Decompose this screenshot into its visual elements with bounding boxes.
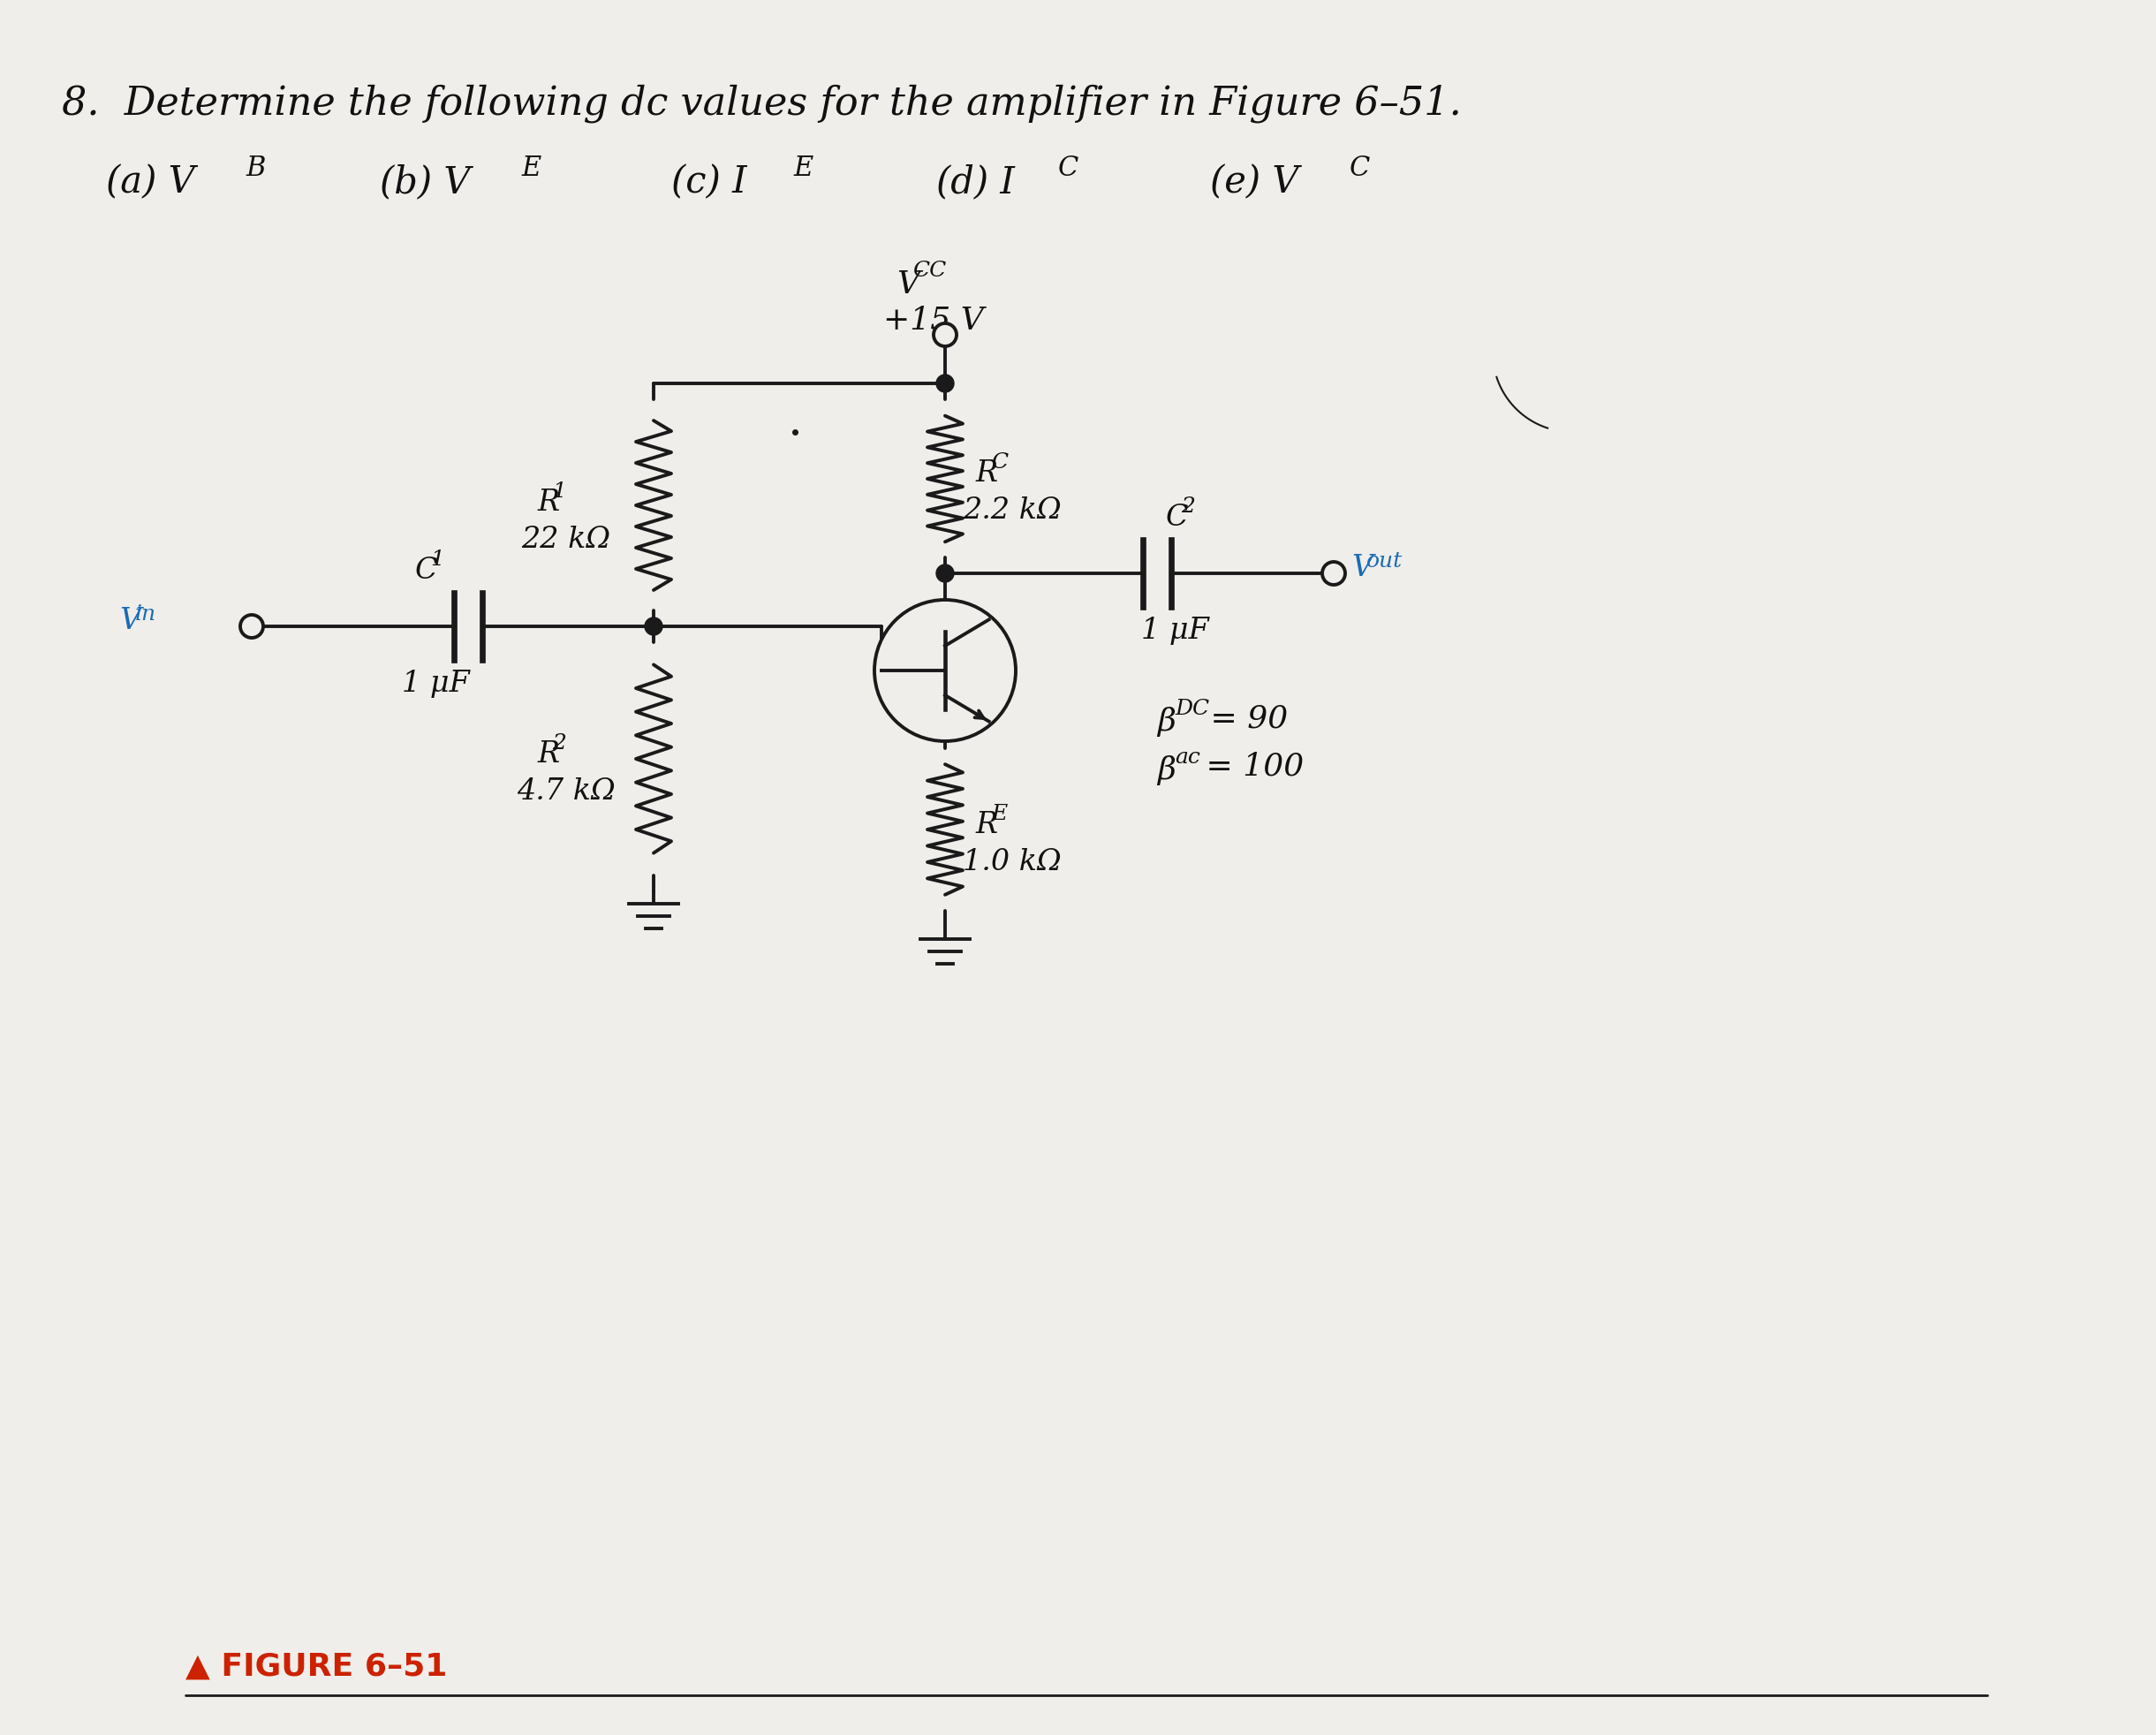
Text: B: B	[246, 154, 265, 182]
Text: C: C	[1059, 154, 1078, 182]
Text: C: C	[416, 557, 438, 585]
Text: 2: 2	[1181, 496, 1194, 517]
Text: (e) V: (e) V	[1210, 163, 1298, 201]
Text: E: E	[992, 803, 1007, 824]
Text: 2.2 kΩ: 2.2 kΩ	[964, 496, 1061, 524]
Text: R: R	[977, 460, 998, 488]
Text: 4.7 kΩ: 4.7 kΩ	[517, 777, 614, 805]
Text: 1.0 kΩ: 1.0 kΩ	[964, 848, 1061, 876]
Text: C: C	[1350, 154, 1371, 182]
Circle shape	[936, 566, 953, 583]
Circle shape	[934, 324, 957, 347]
Circle shape	[875, 600, 1015, 741]
Text: V: V	[119, 607, 140, 635]
Text: (a) V: (a) V	[106, 163, 194, 201]
Text: β: β	[1158, 755, 1175, 784]
Circle shape	[1322, 562, 1345, 585]
Text: (b) V: (b) V	[379, 163, 470, 201]
Text: (d) I: (d) I	[936, 163, 1015, 201]
Text: V: V	[897, 269, 921, 300]
Circle shape	[645, 618, 662, 635]
Text: β: β	[1158, 706, 1175, 736]
Text: V: V	[1352, 553, 1373, 581]
Text: = 90: = 90	[1201, 703, 1287, 732]
Text: 1: 1	[552, 481, 567, 501]
Text: E: E	[793, 154, 813, 182]
Text: CC: CC	[912, 260, 946, 281]
Text: R: R	[537, 739, 558, 769]
Text: 1: 1	[431, 550, 444, 569]
Text: E: E	[522, 154, 541, 182]
Text: 1 μF: 1 μF	[1141, 616, 1210, 645]
Text: out: out	[1367, 550, 1404, 571]
Text: in: in	[134, 604, 155, 625]
Text: 22 kΩ: 22 kΩ	[522, 526, 610, 553]
Text: C: C	[992, 453, 1009, 472]
Text: (c) I: (c) I	[671, 163, 746, 201]
Text: 1 μF: 1 μF	[401, 670, 470, 697]
Text: ac: ac	[1175, 748, 1201, 767]
Text: R: R	[977, 810, 998, 838]
Circle shape	[936, 375, 953, 392]
Text: ▲ FIGURE 6–51: ▲ FIGURE 6–51	[185, 1652, 446, 1681]
Text: C: C	[1166, 503, 1188, 531]
Text: +15 V: +15 V	[884, 305, 983, 335]
Circle shape	[239, 616, 263, 638]
Text: 8.  Determine the following dc values for the amplifier in Figure 6–51.: 8. Determine the following dc values for…	[63, 83, 1462, 123]
Text: DC: DC	[1175, 699, 1210, 718]
Text: R: R	[537, 488, 558, 517]
Text: = 100: = 100	[1197, 751, 1304, 781]
Text: 2: 2	[552, 732, 567, 753]
